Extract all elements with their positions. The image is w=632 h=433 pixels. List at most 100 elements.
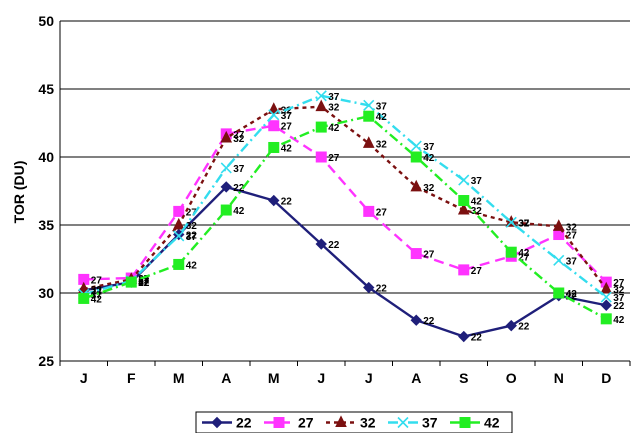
series-22: 22 22 22 22 22 22 22 22 22 22 22 22: [78, 181, 625, 344]
data-point-27: [173, 205, 185, 217]
data-label-27: 27: [376, 207, 388, 218]
data-label-27: 27: [518, 252, 530, 263]
data-point-37: [173, 230, 185, 242]
data-point-37: [600, 291, 612, 303]
data-label-42: 42: [423, 153, 435, 164]
data-point-22: [363, 281, 375, 294]
data-label-32: 32: [91, 285, 103, 296]
data-point-37: [410, 140, 422, 152]
data-point-32: [315, 99, 328, 112]
x-tick-label: J: [80, 370, 88, 386]
data-label-42: 42: [138, 278, 150, 289]
data-label-37: 37: [423, 142, 435, 153]
data-point-32: [410, 179, 423, 192]
data-point-22: [600, 299, 612, 311]
data-point-27: [363, 205, 375, 217]
legend-label-37: 37: [422, 415, 438, 431]
data-point-37: [553, 254, 565, 266]
y-tick-label: 30: [38, 285, 54, 301]
x-tick-label: J: [317, 370, 325, 386]
data-label-27: 27: [471, 266, 483, 277]
data-label-27: 27: [328, 153, 340, 164]
x-tick-label: D: [601, 370, 611, 386]
data-point-32: [220, 130, 233, 143]
data-point-37: [315, 90, 327, 102]
data-point-42: [458, 195, 470, 207]
data-label-37: 37: [233, 164, 245, 175]
data-label-22: 22: [566, 292, 578, 303]
data-point-32: [552, 219, 565, 231]
data-label-37: 37: [613, 293, 625, 304]
legend-label-27: 27: [298, 415, 314, 431]
x-tick-label: O: [506, 370, 517, 386]
legend-label-42: 42: [484, 415, 500, 431]
data-point-42: [220, 204, 232, 216]
legend-label-22: 22: [236, 415, 252, 431]
data-label-22: 22: [471, 333, 483, 344]
series-line-42: [83, 114, 607, 320]
data-label-32: 32: [423, 183, 435, 194]
legend-entry-42: 42: [450, 415, 500, 431]
legend-marker-27: [273, 417, 285, 428]
data-point-22: [220, 181, 232, 193]
series-37: 37 37 37 37 37 37 37 37 37 37 37 37: [78, 90, 625, 304]
series-line-37: [83, 94, 607, 299]
data-label-27: 27: [138, 274, 150, 285]
data-label-42: 42: [613, 315, 625, 326]
y-tick-labels: 25 30 35 40 45 50: [38, 13, 54, 369]
data-point-37: [505, 216, 517, 228]
data-label-37: 37: [518, 218, 530, 229]
data-label-32: 32: [328, 103, 340, 114]
legend-marker-37: [397, 416, 409, 429]
data-point-27: [410, 248, 422, 260]
legend-entry-27: 27: [264, 415, 314, 431]
y-tick-label: 35: [38, 217, 54, 233]
data-point-42: [363, 110, 375, 122]
data-label-22: 22: [518, 322, 530, 333]
x-tick-label: M: [173, 370, 185, 386]
legend-entry-32: 32: [326, 415, 376, 431]
y-tick-label: 50: [38, 13, 54, 29]
data-point-32: [77, 281, 90, 294]
data-point-37: [220, 162, 232, 174]
data-point-42: [125, 276, 137, 288]
data-point-22: [268, 194, 280, 207]
data-label-22: 22: [233, 183, 245, 194]
data-point-42: [78, 292, 90, 304]
x-tick-label: A: [411, 370, 421, 386]
data-label-32: 32: [138, 275, 150, 286]
data-label-37: 37: [376, 101, 388, 112]
data-label-37: 37: [281, 111, 293, 122]
series-line-32: [83, 105, 608, 291]
data-label-42: 42: [376, 112, 388, 123]
data-point-22: [505, 319, 517, 332]
data-label-27: 27: [91, 275, 103, 286]
data-label-32: 32: [186, 221, 198, 232]
y-tick-label: 45: [38, 81, 54, 97]
data-point-22: [410, 314, 422, 326]
data-label-42: 42: [91, 294, 103, 305]
data-label-27: 27: [233, 130, 245, 141]
y-axis-label: TOR (DU): [11, 161, 27, 224]
data-label-42: 42: [281, 143, 293, 154]
data-point-22: [315, 238, 327, 250]
data-label-37: 37: [566, 256, 578, 267]
data-point-27: [458, 264, 470, 276]
legend-marker-32: [335, 415, 347, 427]
data-label-27: 27: [186, 207, 198, 218]
data-label-27: 27: [613, 278, 625, 289]
data-label-22: 22: [186, 231, 198, 242]
data-point-42: [600, 313, 612, 325]
legend-entry-37: 37: [388, 415, 438, 431]
data-label-37: 37: [138, 277, 150, 288]
data-point-42: [505, 246, 517, 258]
data-label-32: 32: [613, 285, 625, 296]
data-label-22: 22: [138, 278, 150, 289]
data-label-32: 32: [518, 218, 530, 229]
legend-marker-42: [459, 417, 471, 428]
data-point-32: [172, 217, 185, 230]
legend: 22 27 32 37 42: [195, 411, 513, 433]
data-point-37: [268, 109, 280, 121]
